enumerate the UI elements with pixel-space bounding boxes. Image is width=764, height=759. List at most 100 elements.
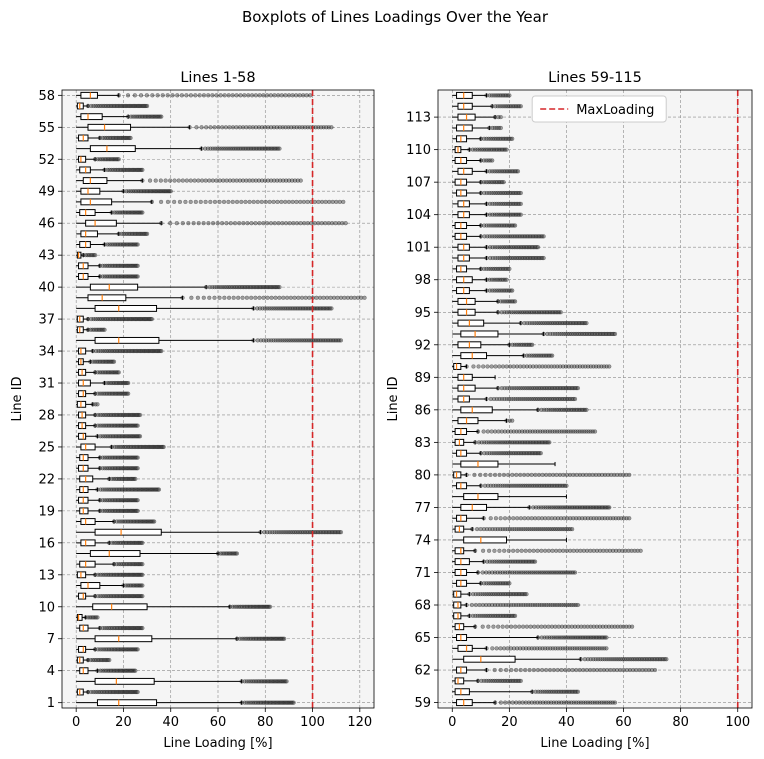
flier-point <box>134 498 139 503</box>
flier-point <box>305 199 310 204</box>
flier-point <box>179 93 184 98</box>
flier-point <box>110 625 115 631</box>
flier-point <box>247 636 252 641</box>
flier-point <box>304 93 309 98</box>
flier-point <box>581 667 586 673</box>
flier-point <box>114 498 119 503</box>
boxplot-line-18 <box>76 518 157 525</box>
flier-point <box>515 169 521 174</box>
flier-point <box>501 472 507 477</box>
flier-point <box>234 199 240 204</box>
flier-point <box>137 625 143 631</box>
flier-point <box>125 540 130 545</box>
flier-point <box>112 455 118 460</box>
flier-point <box>208 125 213 130</box>
flier-point <box>105 668 110 673</box>
flier-point <box>107 647 112 652</box>
flier-point <box>317 295 323 300</box>
flier-point <box>335 295 340 300</box>
flier-point <box>323 199 328 204</box>
flier-point <box>135 498 140 503</box>
flier-point <box>287 221 292 226</box>
flier-point <box>294 221 300 226</box>
box <box>78 379 91 387</box>
flier-point <box>490 646 495 651</box>
flier-point <box>538 451 543 456</box>
y-tick-label: 107 <box>406 176 431 191</box>
flier-point <box>253 636 259 641</box>
flier-point <box>272 93 277 98</box>
flier-point <box>163 178 168 183</box>
figure-suptitle: Boxplots of Lines Loadings Over the Year <box>242 8 549 26</box>
flier-point <box>105 657 111 663</box>
flier-point <box>165 199 171 204</box>
flier-point <box>114 508 119 513</box>
flier-point <box>553 548 559 553</box>
flier-point <box>135 647 140 652</box>
flier-point <box>284 295 290 300</box>
flier-point <box>238 604 243 609</box>
box <box>78 592 87 600</box>
flier-point <box>331 530 336 535</box>
flier-point <box>481 429 486 434</box>
flier-point <box>96 572 101 577</box>
flier-point <box>343 221 348 226</box>
box <box>457 644 473 652</box>
boxplot-line-24 <box>76 454 140 462</box>
box <box>80 113 103 121</box>
flier-point <box>261 295 266 300</box>
flier-point <box>210 93 215 98</box>
x-tick-label: 0 <box>72 715 80 730</box>
flier-point <box>168 178 173 183</box>
y-tick-label: 40 <box>38 281 55 296</box>
flier-point <box>551 472 556 477</box>
flier-point <box>114 647 119 652</box>
boxplot-line-23 <box>76 464 140 472</box>
flier-point <box>238 93 243 98</box>
flier-point <box>341 199 346 204</box>
flier-point <box>214 93 219 98</box>
flier-point <box>509 624 514 629</box>
flier-point <box>270 530 275 535</box>
flier-point <box>307 295 312 300</box>
flier-point <box>258 636 263 641</box>
flier-point <box>326 530 332 535</box>
y-tick-label: 80 <box>414 468 431 483</box>
y-tick-label: 28 <box>38 408 55 423</box>
flier-point <box>294 93 299 98</box>
flier-point <box>234 551 240 556</box>
flier-point <box>109 455 114 460</box>
flier-point <box>292 295 297 300</box>
flier-point <box>584 407 589 412</box>
flier-point <box>159 348 164 354</box>
flier-point <box>257 295 262 300</box>
flier-point <box>540 472 545 477</box>
flier-point <box>539 667 545 673</box>
flier-point <box>493 364 498 369</box>
flier-point <box>114 625 120 631</box>
flier-point <box>108 508 113 513</box>
flier-point <box>255 199 260 204</box>
flier-point <box>280 636 286 641</box>
flier-point <box>485 364 490 369</box>
flier-point <box>219 221 225 226</box>
flier-point <box>144 93 149 98</box>
flier-point <box>109 508 114 513</box>
flier-point <box>155 487 160 492</box>
flier-point <box>334 530 339 535</box>
flier-point <box>627 516 632 521</box>
flier-point <box>115 455 121 460</box>
flier-point <box>257 679 262 684</box>
flier-point <box>95 402 100 407</box>
box <box>94 336 160 344</box>
flier-point <box>544 472 549 477</box>
flier-point <box>664 657 669 662</box>
box <box>463 493 499 501</box>
flier-point <box>115 508 121 513</box>
flier-point <box>184 93 189 98</box>
y-tick-label: 49 <box>38 185 55 200</box>
x-tick-label: 40 <box>558 715 575 730</box>
flier-point <box>107 594 112 599</box>
box <box>453 362 462 370</box>
flier-point <box>228 221 233 226</box>
